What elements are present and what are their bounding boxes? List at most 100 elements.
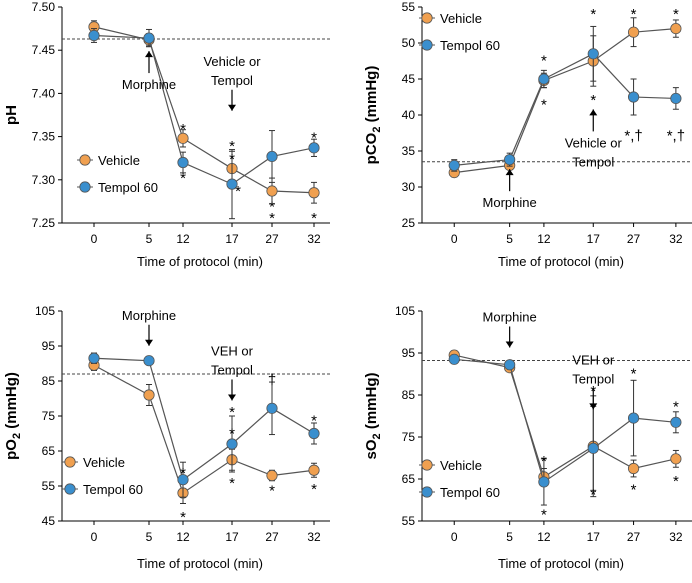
- annotation-text: Vehicle or: [565, 135, 623, 150]
- arrow-head-down-icon: [505, 341, 514, 348]
- data-point: [308, 464, 320, 476]
- data-point: [504, 154, 516, 166]
- significance-marker: *: [541, 53, 547, 70]
- y-axis-title-main: pCO: [363, 132, 380, 164]
- data-point: [627, 91, 640, 103]
- legend-marker: [421, 486, 433, 498]
- data-point: [670, 23, 682, 35]
- y-tick-label: 7.35: [32, 130, 56, 144]
- y-axis-title: pO2 (mmHg): [3, 372, 23, 460]
- legend-marker: [421, 459, 433, 471]
- y-tick-label: 30: [402, 180, 416, 194]
- annotation-text: Tempol: [211, 362, 253, 377]
- significance-marker: *: [590, 92, 596, 109]
- significance-marker: †: [268, 372, 276, 389]
- annotation-text: VEH or: [211, 343, 254, 358]
- legend-label: Vehicle: [440, 11, 482, 26]
- annotation-text: Morphine: [483, 195, 537, 210]
- series-line-1: [454, 53, 676, 166]
- x-tick-label: 0: [91, 232, 98, 246]
- data-point: [670, 453, 682, 465]
- significance-marker: *,†: [667, 127, 685, 144]
- x-tick-label: 32: [669, 530, 683, 544]
- series-line-1: [93, 34, 315, 185]
- y-tick-label: 7.40: [32, 86, 56, 100]
- x-tick-label: 27: [265, 232, 279, 246]
- series-line-0: [454, 28, 676, 174]
- y-tick-label: 45: [402, 72, 416, 86]
- data-point: [88, 352, 100, 364]
- y-tick-label: 7.50: [32, 0, 56, 14]
- significance-marker: *: [631, 366, 637, 383]
- significance-marker: *: [269, 210, 275, 227]
- arrow-head-down-icon: [228, 104, 236, 111]
- significance-marker: *: [229, 404, 235, 421]
- x-tick-label: 0: [91, 530, 98, 544]
- x-tick-label: 17: [225, 232, 239, 246]
- arrow-head-up-icon: [145, 51, 153, 58]
- significance-marker: *: [180, 121, 186, 138]
- legend-marker: [64, 483, 76, 495]
- y-axis-title-sub: 2: [371, 127, 383, 133]
- significance-marker: *: [590, 487, 596, 504]
- annotation-text: VEH or: [572, 352, 615, 367]
- significance-marker: *: [180, 465, 186, 482]
- data-point: [266, 150, 278, 163]
- x-tick-label: 17: [225, 530, 239, 544]
- data-point: [670, 92, 682, 105]
- x-tick-label: 5: [506, 232, 513, 246]
- data-point: [88, 29, 100, 42]
- x-tick-label: 12: [537, 530, 551, 544]
- y-tick-label: 75: [42, 409, 56, 423]
- x-tick-label: 0: [451, 232, 458, 246]
- data-point: [143, 32, 155, 44]
- significance-marker: *: [673, 6, 679, 23]
- y-tick-label: 55: [402, 0, 416, 14]
- y-tick-label: 55: [402, 514, 416, 528]
- x-tick-label: 17: [587, 530, 601, 544]
- x-tick-label: 32: [307, 530, 321, 544]
- y-tick-label: 7.25: [32, 216, 56, 230]
- significance-marker: *: [229, 138, 235, 155]
- chart-panel-pco2: 25 30 35 40 45 50 55 0 5 12 17 27 32 Time of protocol…: [363, 0, 692, 269]
- significance-marker: *: [229, 425, 235, 442]
- legend-label: Vehicle: [440, 458, 482, 473]
- significance-marker: *: [229, 151, 235, 168]
- data-point: [538, 73, 550, 85]
- significance-marker: *: [180, 170, 186, 187]
- data-point: [226, 178, 238, 190]
- data-point: [266, 402, 278, 414]
- significance-marker: *: [590, 6, 596, 23]
- x-axis-title: Time of protocol (min): [137, 556, 263, 571]
- arrow-head-down-icon: [145, 339, 153, 346]
- significance-marker: *: [541, 506, 547, 523]
- y-tick-label: 105: [395, 304, 415, 318]
- y-tick-label: 85: [402, 388, 416, 402]
- x-tick-label: 27: [265, 530, 279, 544]
- series-line-1: [454, 358, 676, 483]
- data-point: [143, 355, 155, 367]
- significance-marker: *: [590, 383, 596, 400]
- significance-marker: *: [311, 210, 317, 227]
- data-point: [308, 187, 320, 199]
- y-tick-label: 35: [402, 144, 416, 158]
- y-axis-title: pH: [3, 105, 20, 125]
- y-tick-label: 95: [402, 346, 416, 360]
- arrow-head-down-icon: [228, 394, 236, 401]
- data-point: [448, 353, 460, 365]
- data-point: [308, 142, 320, 154]
- y-tick-label: 7.30: [32, 173, 56, 187]
- significance-marker: *: [631, 482, 637, 499]
- y-tick-label: 95: [42, 339, 56, 353]
- data-point: [504, 359, 516, 371]
- significance-marker: *,†: [624, 127, 642, 144]
- series-line-0: [93, 364, 315, 494]
- annotation-text: Tempol: [211, 73, 253, 88]
- y-tick-label: 105: [35, 304, 55, 318]
- y-axis-title: sO2 (mmHg): [363, 373, 383, 460]
- data-point: [266, 469, 278, 482]
- data-point: [538, 476, 550, 488]
- data-point: [627, 462, 640, 475]
- y-axis-title-sub: 2: [11, 433, 23, 439]
